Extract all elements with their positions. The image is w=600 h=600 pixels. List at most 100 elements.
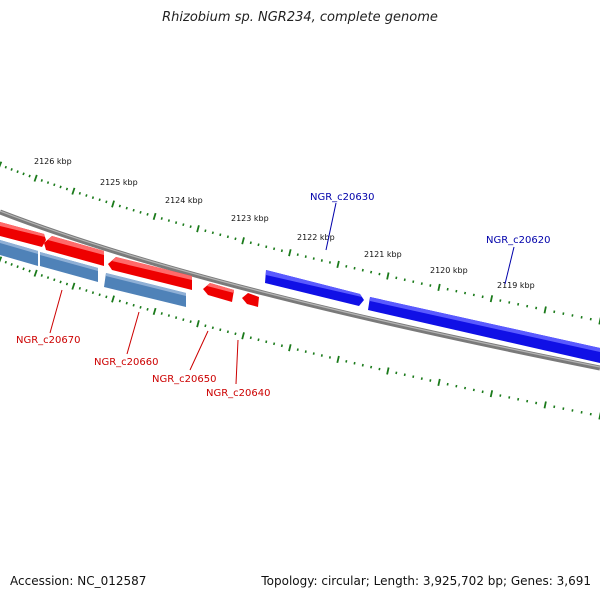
outer-scale-tick bbox=[517, 302, 520, 306]
inner-scale-tick bbox=[91, 291, 95, 295]
inner-scale-tick bbox=[146, 307, 149, 311]
inner-scale-tick bbox=[46, 276, 50, 279]
outer-scale-tick bbox=[370, 270, 373, 274]
inner-scale-tick bbox=[571, 409, 574, 412]
gene-ngr-c20620-shade bbox=[370, 297, 600, 352]
gene-ngr-c20670[interactable] bbox=[44, 236, 104, 266]
inner-scale-tick bbox=[65, 282, 69, 286]
scale-label-2126: 2126 kbp bbox=[34, 157, 72, 166]
leader-ngr-c20670 bbox=[49, 289, 63, 334]
label-ngr-c20660[interactable]: NGR_c20660 bbox=[94, 357, 159, 368]
gene-ngr-c20630-shade bbox=[266, 270, 362, 297]
scale-label-2119: 2119 kbp bbox=[497, 281, 535, 290]
inner-scale-tick bbox=[296, 348, 299, 351]
outer-scale-tick bbox=[345, 264, 348, 268]
outer-scale-tick bbox=[304, 255, 307, 258]
outer-scale-tick bbox=[312, 257, 315, 260]
label-ngr-c20650[interactable]: NGR_c20650 bbox=[152, 374, 217, 385]
gene-ngr-c20640[interactable] bbox=[242, 293, 259, 307]
inner-scale-tick bbox=[118, 299, 121, 303]
outer-scale-tick bbox=[446, 287, 449, 291]
outer-scale-tick bbox=[146, 212, 149, 216]
inner-scale-tick bbox=[182, 318, 185, 322]
inner-scale-tick bbox=[85, 289, 88, 292]
inner-scale-tick bbox=[420, 377, 423, 380]
inner-scale-tick bbox=[273, 342, 276, 346]
outer-scale-tick bbox=[139, 210, 142, 214]
gene-ngr-c20620[interactable] bbox=[368, 297, 600, 363]
inner-scale-tick bbox=[535, 401, 538, 405]
inner-scale-tick bbox=[455, 384, 458, 388]
scale-label-2123: 2123 kbp bbox=[231, 214, 269, 223]
inner-scale-tick bbox=[353, 361, 356, 365]
inner-scale-tick bbox=[16, 265, 19, 269]
inner-scale-tick bbox=[78, 286, 81, 290]
outer-scale-tick bbox=[412, 280, 415, 283]
inner-scale-tick bbox=[219, 328, 222, 332]
scale-label-2120: 2120 kbp bbox=[430, 266, 468, 275]
outer-scale-tick bbox=[16, 170, 19, 174]
inner-scale-tick bbox=[111, 295, 115, 303]
leader-ngr-c20640 bbox=[235, 339, 239, 385]
leader-ngr-c20630 bbox=[325, 202, 337, 251]
outer-scale-tick bbox=[175, 221, 178, 224]
inner-scale-tick bbox=[361, 363, 364, 367]
outer-scale-tick bbox=[328, 261, 331, 264]
gene-highlight-4 bbox=[207, 283, 234, 293]
label-ngr-c20640[interactable]: NGR_c20640 bbox=[206, 388, 271, 399]
inner-scale-tick bbox=[526, 399, 529, 403]
scale-label-2122: 2122 kbp bbox=[297, 233, 335, 242]
inner-scale-tick bbox=[257, 338, 260, 342]
outer-scale-tick bbox=[571, 314, 574, 317]
inner-scale-tick bbox=[160, 312, 163, 315]
inner-scale-tick bbox=[472, 388, 475, 392]
outer-scale-tick bbox=[125, 206, 128, 210]
inner-scale-tick bbox=[211, 326, 214, 330]
outer-scale-ring bbox=[0, 161, 600, 325]
inner-scale-tick bbox=[22, 267, 25, 271]
label-ngr-c20670[interactable]: NGR_c20670 bbox=[16, 335, 81, 346]
inner-scale-ring bbox=[0, 256, 600, 420]
cds-highlight-3 bbox=[106, 273, 186, 296]
inner-scale-tick bbox=[40, 274, 43, 277]
label-ngr-c20630[interactable]: NGR_c20630 bbox=[310, 192, 375, 203]
outer-scale-tick bbox=[386, 272, 390, 280]
scale-label-2125: 2125 kbp bbox=[100, 178, 138, 187]
inner-scale-tick bbox=[336, 355, 340, 364]
inner-scale-tick bbox=[139, 305, 142, 309]
outer-scale-tick bbox=[553, 310, 556, 314]
outer-scale-tick bbox=[241, 237, 245, 245]
outer-scale-tick bbox=[353, 266, 356, 270]
gene-ngr-c20660[interactable] bbox=[108, 257, 192, 290]
outer-scale-tick bbox=[40, 179, 43, 182]
outer-scale-tick bbox=[167, 219, 170, 222]
inner-scale-tick bbox=[0, 256, 3, 263]
inner-scale-tick bbox=[265, 340, 268, 344]
inner-scale-tick bbox=[28, 269, 31, 273]
outer-scale-tick bbox=[472, 293, 475, 297]
outer-scale-tick bbox=[65, 187, 69, 191]
outer-scale-tick bbox=[489, 295, 494, 303]
inner-scale-tick bbox=[241, 332, 245, 340]
cds-segment-2 bbox=[40, 252, 98, 282]
gene-highlight-3 bbox=[112, 257, 192, 280]
outer-scale-tick bbox=[378, 272, 381, 276]
outer-scale-tick bbox=[273, 247, 276, 251]
inner-scale-tick bbox=[132, 303, 135, 307]
inner-scale-tick bbox=[499, 394, 502, 397]
outer-scale-tick bbox=[105, 200, 108, 204]
outer-scale-tick bbox=[196, 225, 200, 233]
inner-scale-tick bbox=[234, 332, 237, 336]
accession-text: Accession: NC_012587 bbox=[10, 574, 147, 588]
outer-scale-tick bbox=[265, 245, 268, 249]
scale-label-2124: 2124 kbp bbox=[165, 196, 203, 205]
label-ngr-c20620[interactable]: NGR_c20620 bbox=[486, 235, 551, 246]
outer-scale-tick bbox=[111, 200, 115, 208]
inner-scale-tick bbox=[403, 373, 406, 377]
inner-scale-tick bbox=[412, 375, 415, 378]
inner-scale-tick bbox=[167, 314, 170, 317]
outer-scale-tick bbox=[78, 191, 81, 195]
inner-scale-tick bbox=[189, 320, 192, 324]
inner-scale-tick bbox=[328, 356, 331, 359]
